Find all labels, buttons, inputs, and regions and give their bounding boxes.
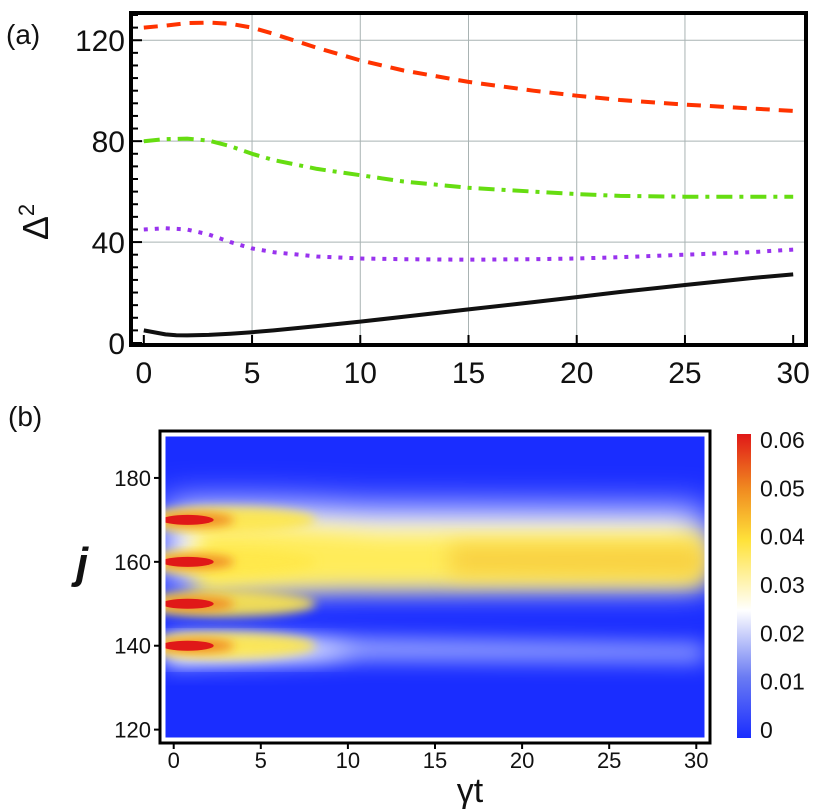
x-tick-label-b: 10 <box>336 748 360 773</box>
y-tick-label: 80 <box>92 126 125 159</box>
peak-core <box>165 556 214 567</box>
x-tick-label: 15 <box>452 357 485 390</box>
x-tick-label-b: 30 <box>684 748 708 773</box>
y-tick-label-b: 180 <box>114 466 151 491</box>
peak-core <box>165 514 214 525</box>
peak-core <box>165 640 214 651</box>
panel-label-a: (a) <box>6 19 40 50</box>
colorbar-tick-label: 0 <box>760 717 773 743</box>
colorbar-tick-label: 0.03 <box>760 572 805 598</box>
peak-streaks <box>165 506 316 659</box>
heatmap-band-central-core <box>450 546 705 576</box>
y-axis-label-base: Δ <box>15 216 56 240</box>
series-line-black-solid <box>143 272 794 338</box>
colorbar-tick-label: 0.01 <box>760 669 805 695</box>
colorbar-tick-label: 0.06 <box>760 427 805 453</box>
colorbar-tick-label: 0.02 <box>760 620 805 646</box>
series-line-purple-dotted <box>143 226 794 262</box>
ticks-a: 0 5 10 15 20 25 30 0 40 80 120 <box>75 14 810 390</box>
x-axis-label-b: γt <box>457 772 484 810</box>
x-tick-label-b: 15 <box>423 748 447 773</box>
peak-core <box>165 598 214 609</box>
grid-a <box>133 15 804 343</box>
y-tick-label: 40 <box>92 227 125 260</box>
y-tick-label-b: 140 <box>114 634 151 659</box>
heatmap-inner-frame <box>162 433 708 741</box>
x-tick-label: 5 <box>244 357 261 390</box>
x-tick-label: 30 <box>776 357 809 390</box>
x-tick-label: 25 <box>668 357 701 390</box>
series-line-red-dashed <box>143 20 794 113</box>
y-axis-label-a: Δ2 <box>14 204 56 240</box>
series-group-a <box>143 20 794 338</box>
series-line-green-dash-dot <box>143 136 794 199</box>
x-tick-label-b: 20 <box>510 748 534 773</box>
colorbar-tick-label: 0.05 <box>760 475 805 501</box>
x-tick-label-b: 0 <box>168 748 180 773</box>
y-tick-label: 120 <box>75 25 125 58</box>
colorbar-tick-label: 0.04 <box>760 524 805 550</box>
line-chart-panel-a: (a) Δ2 0 5 10 15 20 25 30 0 40 80 120 <box>6 11 810 390</box>
plot-frame-a <box>129 11 808 347</box>
y-tick-label: 0 <box>108 328 125 361</box>
y-tick-label-b: 120 <box>114 718 151 743</box>
colorbar-ticks: 0 0.01 0.02 0.03 0.04 0.05 0.06 <box>760 427 805 743</box>
x-tick-label-b: 5 <box>255 748 267 773</box>
panel-label-b: (b) <box>8 401 42 432</box>
x-tick-label: 20 <box>560 357 593 390</box>
colorbar: 0 0.01 0.02 0.03 0.04 0.05 0.06 <box>737 427 805 743</box>
y-axis-label-sup: 2 <box>14 204 39 216</box>
heatmap-area <box>165 436 705 738</box>
ticks-b: 0 5 10 15 20 25 30 120 140 160 180 <box>114 466 708 773</box>
y-tick-label-b: 160 <box>114 550 151 575</box>
y-axis-label-b: j <box>71 539 89 588</box>
x-tick-label-b: 25 <box>597 748 621 773</box>
x-tick-label: 0 <box>135 357 152 390</box>
colorbar-gradient <box>737 434 751 738</box>
x-tick-label: 10 <box>344 357 377 390</box>
